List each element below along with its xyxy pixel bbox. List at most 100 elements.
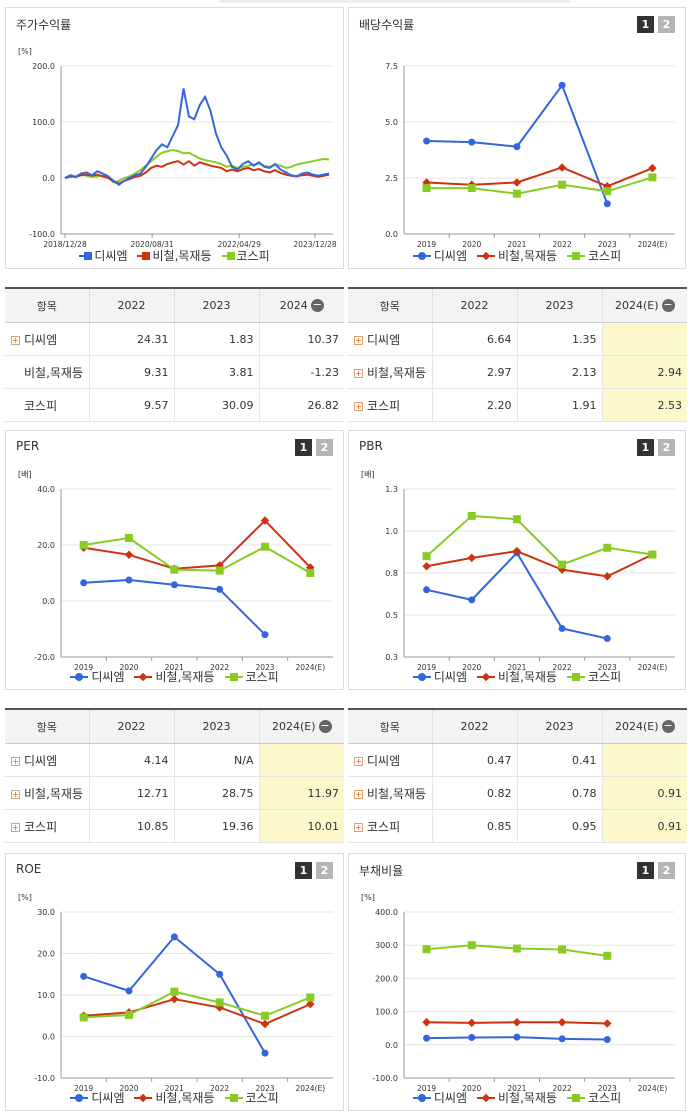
data-point[interactable] bbox=[603, 635, 611, 643]
data-point[interactable] bbox=[467, 941, 476, 950]
data-point[interactable] bbox=[261, 631, 269, 639]
data-point[interactable] bbox=[124, 550, 134, 560]
data-point[interactable] bbox=[512, 944, 521, 953]
page-1-button[interactable]: 1 bbox=[295, 862, 312, 879]
data-point[interactable] bbox=[422, 1017, 431, 1027]
data-point[interactable] bbox=[170, 987, 179, 996]
page-2-button[interactable]: 2 bbox=[658, 862, 675, 879]
data-point[interactable] bbox=[261, 542, 269, 551]
data-point[interactable] bbox=[512, 178, 522, 187]
data-point[interactable] bbox=[260, 1019, 270, 1029]
data-point[interactable] bbox=[80, 972, 88, 980]
minus-icon[interactable]: − bbox=[318, 719, 332, 734]
data-point[interactable] bbox=[80, 579, 88, 587]
data-point[interactable] bbox=[557, 1017, 567, 1027]
data-point[interactable] bbox=[558, 1035, 566, 1043]
legend-kospi[interactable]: 코스피 bbox=[224, 1089, 279, 1106]
data-point[interactable] bbox=[422, 562, 431, 571]
data-point[interactable] bbox=[79, 541, 88, 549]
legend-steel[interactable]: 비철,목재등 bbox=[134, 1089, 215, 1106]
legend-kospi[interactable]: 코스피 bbox=[567, 247, 621, 264]
data-point[interactable] bbox=[170, 933, 178, 941]
data-point[interactable] bbox=[422, 945, 431, 954]
data-point[interactable] bbox=[468, 596, 476, 604]
minus-icon[interactable]: − bbox=[310, 298, 324, 313]
plus-icon[interactable]: + bbox=[354, 822, 363, 832]
plus-icon[interactable]: + bbox=[11, 822, 20, 832]
data-point[interactable] bbox=[648, 550, 657, 559]
minus-icon[interactable]: − bbox=[661, 719, 675, 734]
plus-icon[interactable]: + bbox=[354, 335, 363, 345]
data-point[interactable] bbox=[648, 173, 657, 182]
data-point[interactable] bbox=[603, 543, 612, 552]
data-point[interactable] bbox=[512, 515, 521, 524]
page-1-button[interactable]: 1 bbox=[637, 862, 654, 879]
plus-icon[interactable]: + bbox=[354, 756, 363, 766]
minus-icon[interactable]: − bbox=[661, 298, 675, 313]
legend-steel[interactable]: 비철,목재등 bbox=[134, 668, 215, 685]
legend-kospi[interactable]: 코스피 bbox=[567, 1089, 621, 1106]
data-point[interactable] bbox=[467, 1018, 476, 1028]
legend-dcm[interactable]: 디씨엠 bbox=[412, 668, 467, 685]
page-1-button[interactable]: 1 bbox=[295, 439, 312, 456]
plus-icon[interactable]: + bbox=[11, 335, 20, 345]
plus-icon[interactable]: + bbox=[11, 756, 20, 766]
data-point[interactable] bbox=[558, 81, 566, 89]
data-point[interactable] bbox=[557, 163, 567, 172]
legend-kospi[interactable]: 코스피 bbox=[221, 247, 270, 264]
page-2-button[interactable]: 2 bbox=[658, 439, 675, 456]
plus-icon[interactable]: + bbox=[354, 368, 363, 378]
legend-steel[interactable]: 비철,목재등 bbox=[476, 668, 557, 685]
legend-kospi[interactable]: 코스피 bbox=[567, 668, 621, 685]
page-2-button[interactable]: 2 bbox=[316, 439, 333, 456]
data-point[interactable] bbox=[423, 586, 431, 594]
page-1-button[interactable]: 1 bbox=[637, 16, 654, 33]
data-point[interactable] bbox=[306, 568, 315, 577]
data-point[interactable] bbox=[603, 1019, 612, 1028]
legend-dcm[interactable]: 디씨엠 bbox=[70, 1089, 124, 1106]
data-point[interactable] bbox=[422, 552, 431, 561]
data-point[interactable] bbox=[603, 200, 611, 208]
page-2-button[interactable]: 2 bbox=[316, 862, 333, 879]
data-point[interactable] bbox=[79, 1013, 88, 1022]
data-point[interactable] bbox=[467, 511, 476, 520]
legend-dcm[interactable]: 디씨엠 bbox=[412, 247, 467, 264]
data-point[interactable] bbox=[468, 138, 476, 146]
data-point[interactable] bbox=[468, 1033, 476, 1041]
data-point[interactable] bbox=[513, 1033, 521, 1041]
data-point[interactable] bbox=[170, 581, 178, 589]
legend-steel[interactable]: 비철,목재등 bbox=[137, 247, 212, 264]
data-point[interactable] bbox=[603, 187, 612, 196]
legend-steel[interactable]: 비철,목재등 bbox=[476, 247, 557, 264]
legend-dcm[interactable]: 디씨엠 bbox=[70, 668, 124, 685]
legend-steel[interactable]: 비철,목재등 bbox=[476, 1089, 557, 1106]
data-point[interactable] bbox=[648, 163, 657, 173]
data-point[interactable] bbox=[512, 189, 521, 198]
data-point[interactable] bbox=[423, 137, 431, 145]
data-point[interactable] bbox=[125, 987, 133, 995]
data-point[interactable] bbox=[603, 1035, 611, 1043]
data-point[interactable] bbox=[170, 565, 179, 574]
data-point[interactable] bbox=[170, 994, 179, 1004]
page-1-button[interactable]: 1 bbox=[637, 439, 654, 456]
data-point[interactable] bbox=[467, 184, 476, 193]
data-point[interactable] bbox=[125, 534, 133, 542]
data-point[interactable] bbox=[215, 566, 224, 575]
data-point[interactable] bbox=[603, 951, 612, 960]
legend-dcm[interactable]: 디씨엠 bbox=[79, 247, 127, 264]
plus-icon[interactable]: + bbox=[354, 401, 363, 411]
legend-kospi[interactable]: 코스피 bbox=[224, 668, 279, 685]
data-point[interactable] bbox=[215, 998, 224, 1007]
page-2-button[interactable]: 2 bbox=[658, 16, 675, 33]
data-point[interactable] bbox=[261, 1049, 269, 1057]
data-point[interactable] bbox=[558, 560, 567, 569]
data-point[interactable] bbox=[422, 184, 431, 193]
data-point[interactable] bbox=[558, 624, 566, 632]
data-point[interactable] bbox=[558, 945, 567, 954]
data-point[interactable] bbox=[512, 546, 522, 556]
data-point[interactable] bbox=[216, 970, 224, 978]
data-point[interactable] bbox=[125, 1010, 133, 1019]
data-point[interactable] bbox=[558, 180, 567, 189]
data-point[interactable] bbox=[216, 585, 224, 593]
data-point[interactable] bbox=[125, 576, 133, 584]
